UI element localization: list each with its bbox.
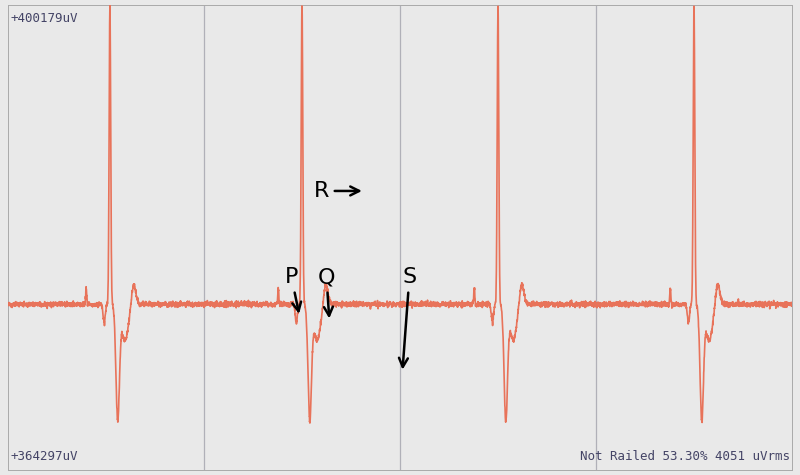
Text: Not Railed 53.30% 4051 uVrms: Not Railed 53.30% 4051 uVrms [580,450,790,463]
Text: +364297uV: +364297uV [10,450,78,463]
Text: R: R [314,181,359,201]
Text: Q: Q [318,267,335,316]
Text: +400179uV: +400179uV [10,12,78,25]
Text: P: P [285,267,301,311]
Text: S: S [399,267,417,367]
